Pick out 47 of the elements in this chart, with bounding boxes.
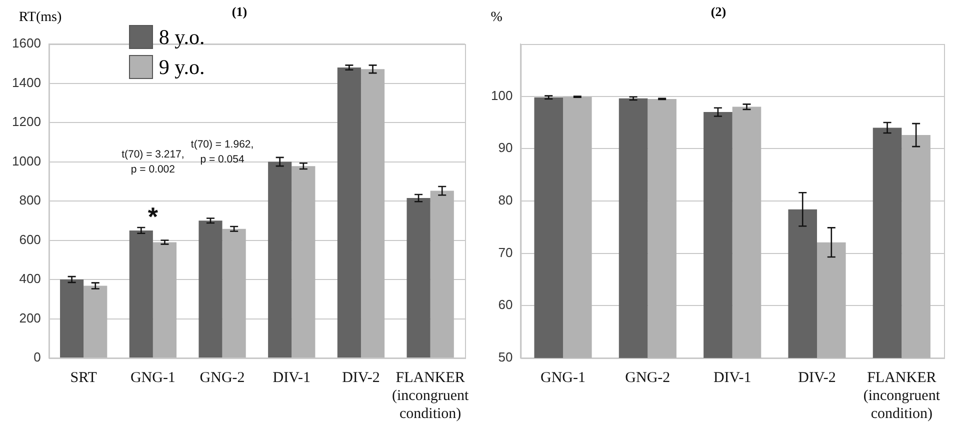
y-tick-label: 400 [19, 271, 41, 286]
bar [152, 242, 177, 358]
legend-label: 8 y.o. [158, 24, 205, 50]
y-tick-label: 0 [34, 350, 41, 365]
chart-title: (2) [710, 4, 726, 19]
y-tick-label: 50 [498, 350, 513, 365]
annotation: t(70) = 3.217, p = 0.002 [122, 148, 184, 176]
x-tick-label: SRT [70, 370, 97, 386]
y-tick-label: 90 [498, 140, 513, 156]
bar [222, 228, 246, 358]
y-tick-label: 1000 [12, 153, 41, 168]
bar [198, 220, 222, 358]
legend-label: 9 y.o. [158, 54, 205, 80]
y-axis-title: % [490, 10, 502, 26]
x-tick-label: DIV-1 [272, 370, 311, 386]
y-tick-label: 200 [19, 310, 41, 326]
x-tick-label: GNG-2 [200, 370, 245, 386]
bar [292, 166, 316, 358]
x-tick-label: DIV-1 [713, 370, 752, 386]
annotation: * [148, 202, 159, 232]
bar [84, 286, 108, 358]
annotation: t(70) = 1.962, p = 0.054 [190, 138, 254, 166]
x-tick-label: GNG-1 [130, 370, 176, 386]
bar [430, 190, 454, 358]
chart-title: (1) [232, 4, 248, 19]
x-tick-label: DIV-2 [342, 370, 380, 386]
y-tick-label: 1600 [12, 36, 41, 51]
y-tick-label: 70 [498, 244, 513, 260]
y-tick-label: 800 [19, 192, 41, 208]
y-tick-label: 80 [498, 192, 513, 208]
y-axis-title: RT(ms) [18, 10, 62, 26]
y-tick-label: 1400 [12, 74, 41, 90]
x-tick-label: DIV-2 [798, 370, 836, 386]
y-tick-label: 100 [490, 88, 513, 103]
x-tick-label: GNG-2 [625, 370, 670, 386]
y-tick-label: 60 [498, 297, 513, 312]
bar [337, 68, 361, 358]
x-tick-label: FLANKER (incongruent condition) [392, 370, 470, 422]
bar [406, 198, 430, 358]
y-tick-label: 600 [19, 232, 41, 247]
bar [60, 280, 84, 358]
bar [268, 162, 292, 358]
bar [129, 230, 153, 358]
y-tick-label: 1200 [12, 114, 41, 130]
bar [360, 69, 385, 358]
x-tick-label: GNG-1 [540, 370, 586, 386]
x-tick-label: FLANKER (incongruent condition) [863, 370, 941, 422]
